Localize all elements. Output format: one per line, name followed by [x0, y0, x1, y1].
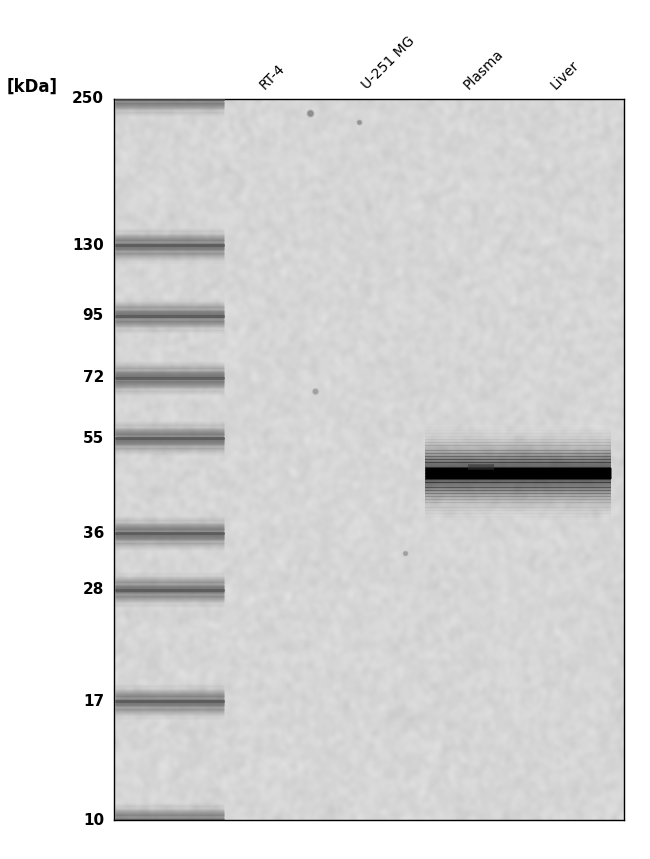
Text: Liver: Liver: [548, 58, 582, 92]
Text: U-251 MG: U-251 MG: [359, 34, 417, 92]
Text: 28: 28: [83, 582, 104, 597]
Text: [kDa]: [kDa]: [6, 78, 57, 96]
Text: 17: 17: [83, 694, 104, 709]
Text: 10: 10: [83, 813, 104, 828]
Text: RT-4: RT-4: [257, 61, 288, 92]
Text: 36: 36: [83, 526, 104, 540]
Text: 130: 130: [72, 238, 104, 253]
Text: 95: 95: [83, 308, 104, 323]
Text: 72: 72: [83, 370, 104, 386]
Text: 250: 250: [72, 91, 104, 107]
Text: 55: 55: [83, 430, 104, 446]
Text: Plasma: Plasma: [461, 46, 506, 92]
